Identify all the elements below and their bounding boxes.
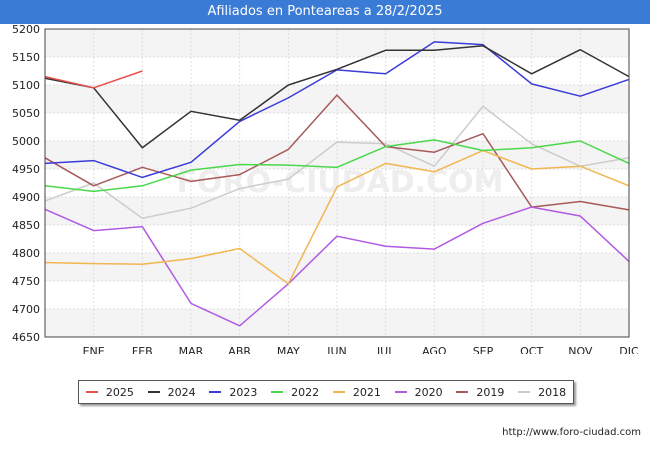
legend-swatch <box>209 391 222 393</box>
series-line-2024 <box>44 45 630 149</box>
legend-label: 2022 <box>291 385 320 399</box>
series-line-2022 <box>44 139 630 193</box>
x-tick-label: AGO <box>422 345 447 354</box>
legend-item-2023: 2023 <box>209 386 257 399</box>
series-lines <box>44 41 630 327</box>
source-url[interactable]: http://www.foro-ciudad.com <box>502 427 641 438</box>
x-tick-label: ABR <box>228 345 251 354</box>
x-tick-label: MAR <box>179 345 204 354</box>
y-tick-label: 4700 <box>12 303 40 316</box>
line-chart: FORO-CIUDAD.COM 4650 4700 4750 4800 4850 4900… <box>12 24 639 354</box>
legend-swatch <box>456 391 469 393</box>
y-tick-label: 5150 <box>12 51 40 64</box>
x-tick-label: JUL <box>376 345 395 354</box>
legend: 2025 2024 2023 2022 2021 2020 2019 2018 <box>78 380 574 404</box>
legend-item-2025: 2025 <box>85 385 134 399</box>
legend-swatch <box>85 391 98 393</box>
y-tick-label: 5100 <box>12 79 40 92</box>
x-tick-label: SEP <box>473 345 494 354</box>
series-line-2018 <box>44 105 630 220</box>
series-line-2021 <box>44 149 630 285</box>
legend-swatch <box>271 391 284 393</box>
legend-item-2019: 2019 <box>456 386 504 399</box>
y-tick-label: 5200 <box>12 24 40 36</box>
watermark: FORO-CIUDAD.COM <box>177 165 504 200</box>
y-tick-label: 4950 <box>12 163 40 176</box>
legend-item-2018: 2018 <box>518 386 566 399</box>
x-tick-label: JUN <box>326 345 347 354</box>
x-tick-label: DIC <box>619 345 639 354</box>
y-tick-label: 4850 <box>12 219 40 232</box>
legend-swatch <box>332 391 345 393</box>
x-tick-label: NOV <box>568 345 593 354</box>
y-tick-label: 4650 <box>12 331 40 344</box>
series-line-2025 <box>44 70 143 89</box>
y-tick-label: 4800 <box>12 247 40 260</box>
legend-label: 2019 <box>476 385 505 399</box>
x-tick-label: OCT <box>520 345 543 354</box>
legend-swatch <box>518 391 531 393</box>
legend-item-2021: 2021 <box>332 385 381 399</box>
y-tick-label: 5050 <box>12 107 40 120</box>
legend-label: 2018 <box>538 385 567 399</box>
y-tick-label: 4900 <box>12 191 40 204</box>
legend-label: 2025 <box>105 385 134 399</box>
legend-label: 2023 <box>229 385 258 399</box>
legend-item-2020: 2020 <box>394 385 443 399</box>
series-line-2020 <box>44 206 630 327</box>
legend-label: 2020 <box>414 385 443 399</box>
y-tick-label: 5000 <box>12 135 40 148</box>
plot-frame <box>44 28 630 338</box>
x-axis-ticks: ENE FEB MAR ABR MAY JUN JUL AGO SEP OCT NOV DIC <box>83 345 639 354</box>
legend-item-2024: 2024 <box>147 385 196 399</box>
x-tick-label: ENE <box>83 345 105 354</box>
chart-title: Afiliados en Ponteareas a 28/2/2025 <box>0 0 650 24</box>
y-axis-ticks: 4650 4700 4750 4800 4850 4900 4950 5000 5050 5100… <box>12 24 40 344</box>
legend-label: 2021 <box>352 385 381 399</box>
legend-swatch <box>147 391 160 393</box>
x-tick-label: FEB <box>132 345 153 354</box>
legend-swatch <box>394 391 407 393</box>
x-tick-label: MAY <box>277 345 300 354</box>
y-tick-label: 4750 <box>12 275 40 288</box>
legend-label: 2024 <box>167 385 196 399</box>
legend-item-2022: 2022 <box>271 386 319 399</box>
